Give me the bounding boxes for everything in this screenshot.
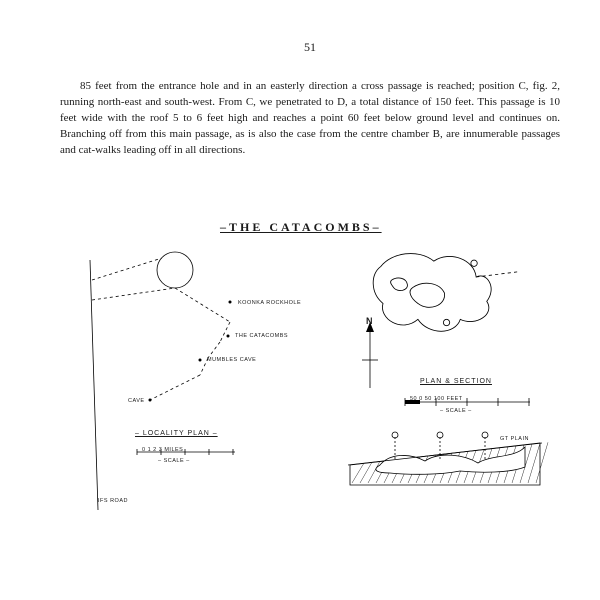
- label-mumbles: MUMBLES CAVE: [207, 357, 256, 363]
- figure-title: –THE CATACOMBS–: [220, 220, 382, 235]
- plan-section-label: PLAN & SECTION: [420, 378, 492, 385]
- label-road: IFS ROAD: [98, 498, 128, 504]
- locality-plan-label: – LOCALITY PLAN –: [135, 430, 218, 437]
- label-cave: CAVE: [128, 398, 145, 404]
- page-number: 51: [60, 40, 560, 55]
- scale-label-left: – SCALE –: [158, 458, 190, 464]
- label-catacombs: THE CATACOMBS: [235, 333, 288, 339]
- gt-plain-label: GT PLAIN: [500, 436, 529, 442]
- paragraph-text: 85 feet from the entrance hole and in an…: [60, 80, 560, 156]
- figure-catacombs: –THE CATACOMBS– PLAN & SECTION 50 0 50 1…: [80, 220, 540, 520]
- body-paragraph: 85 feet from the entrance hole and in an…: [60, 79, 560, 159]
- cave-plan-view: [365, 240, 545, 350]
- plan-scale-text: 50 0 50 100 FEET: [410, 396, 463, 402]
- north-label: N: [366, 316, 373, 326]
- locality-plan: [80, 240, 280, 530]
- locality-scale-text: 0 1 2 3 MILES: [142, 447, 183, 453]
- scale-label-right: – SCALE –: [440, 408, 472, 414]
- label-koonka: KOONKA ROCKHOLE: [238, 300, 301, 306]
